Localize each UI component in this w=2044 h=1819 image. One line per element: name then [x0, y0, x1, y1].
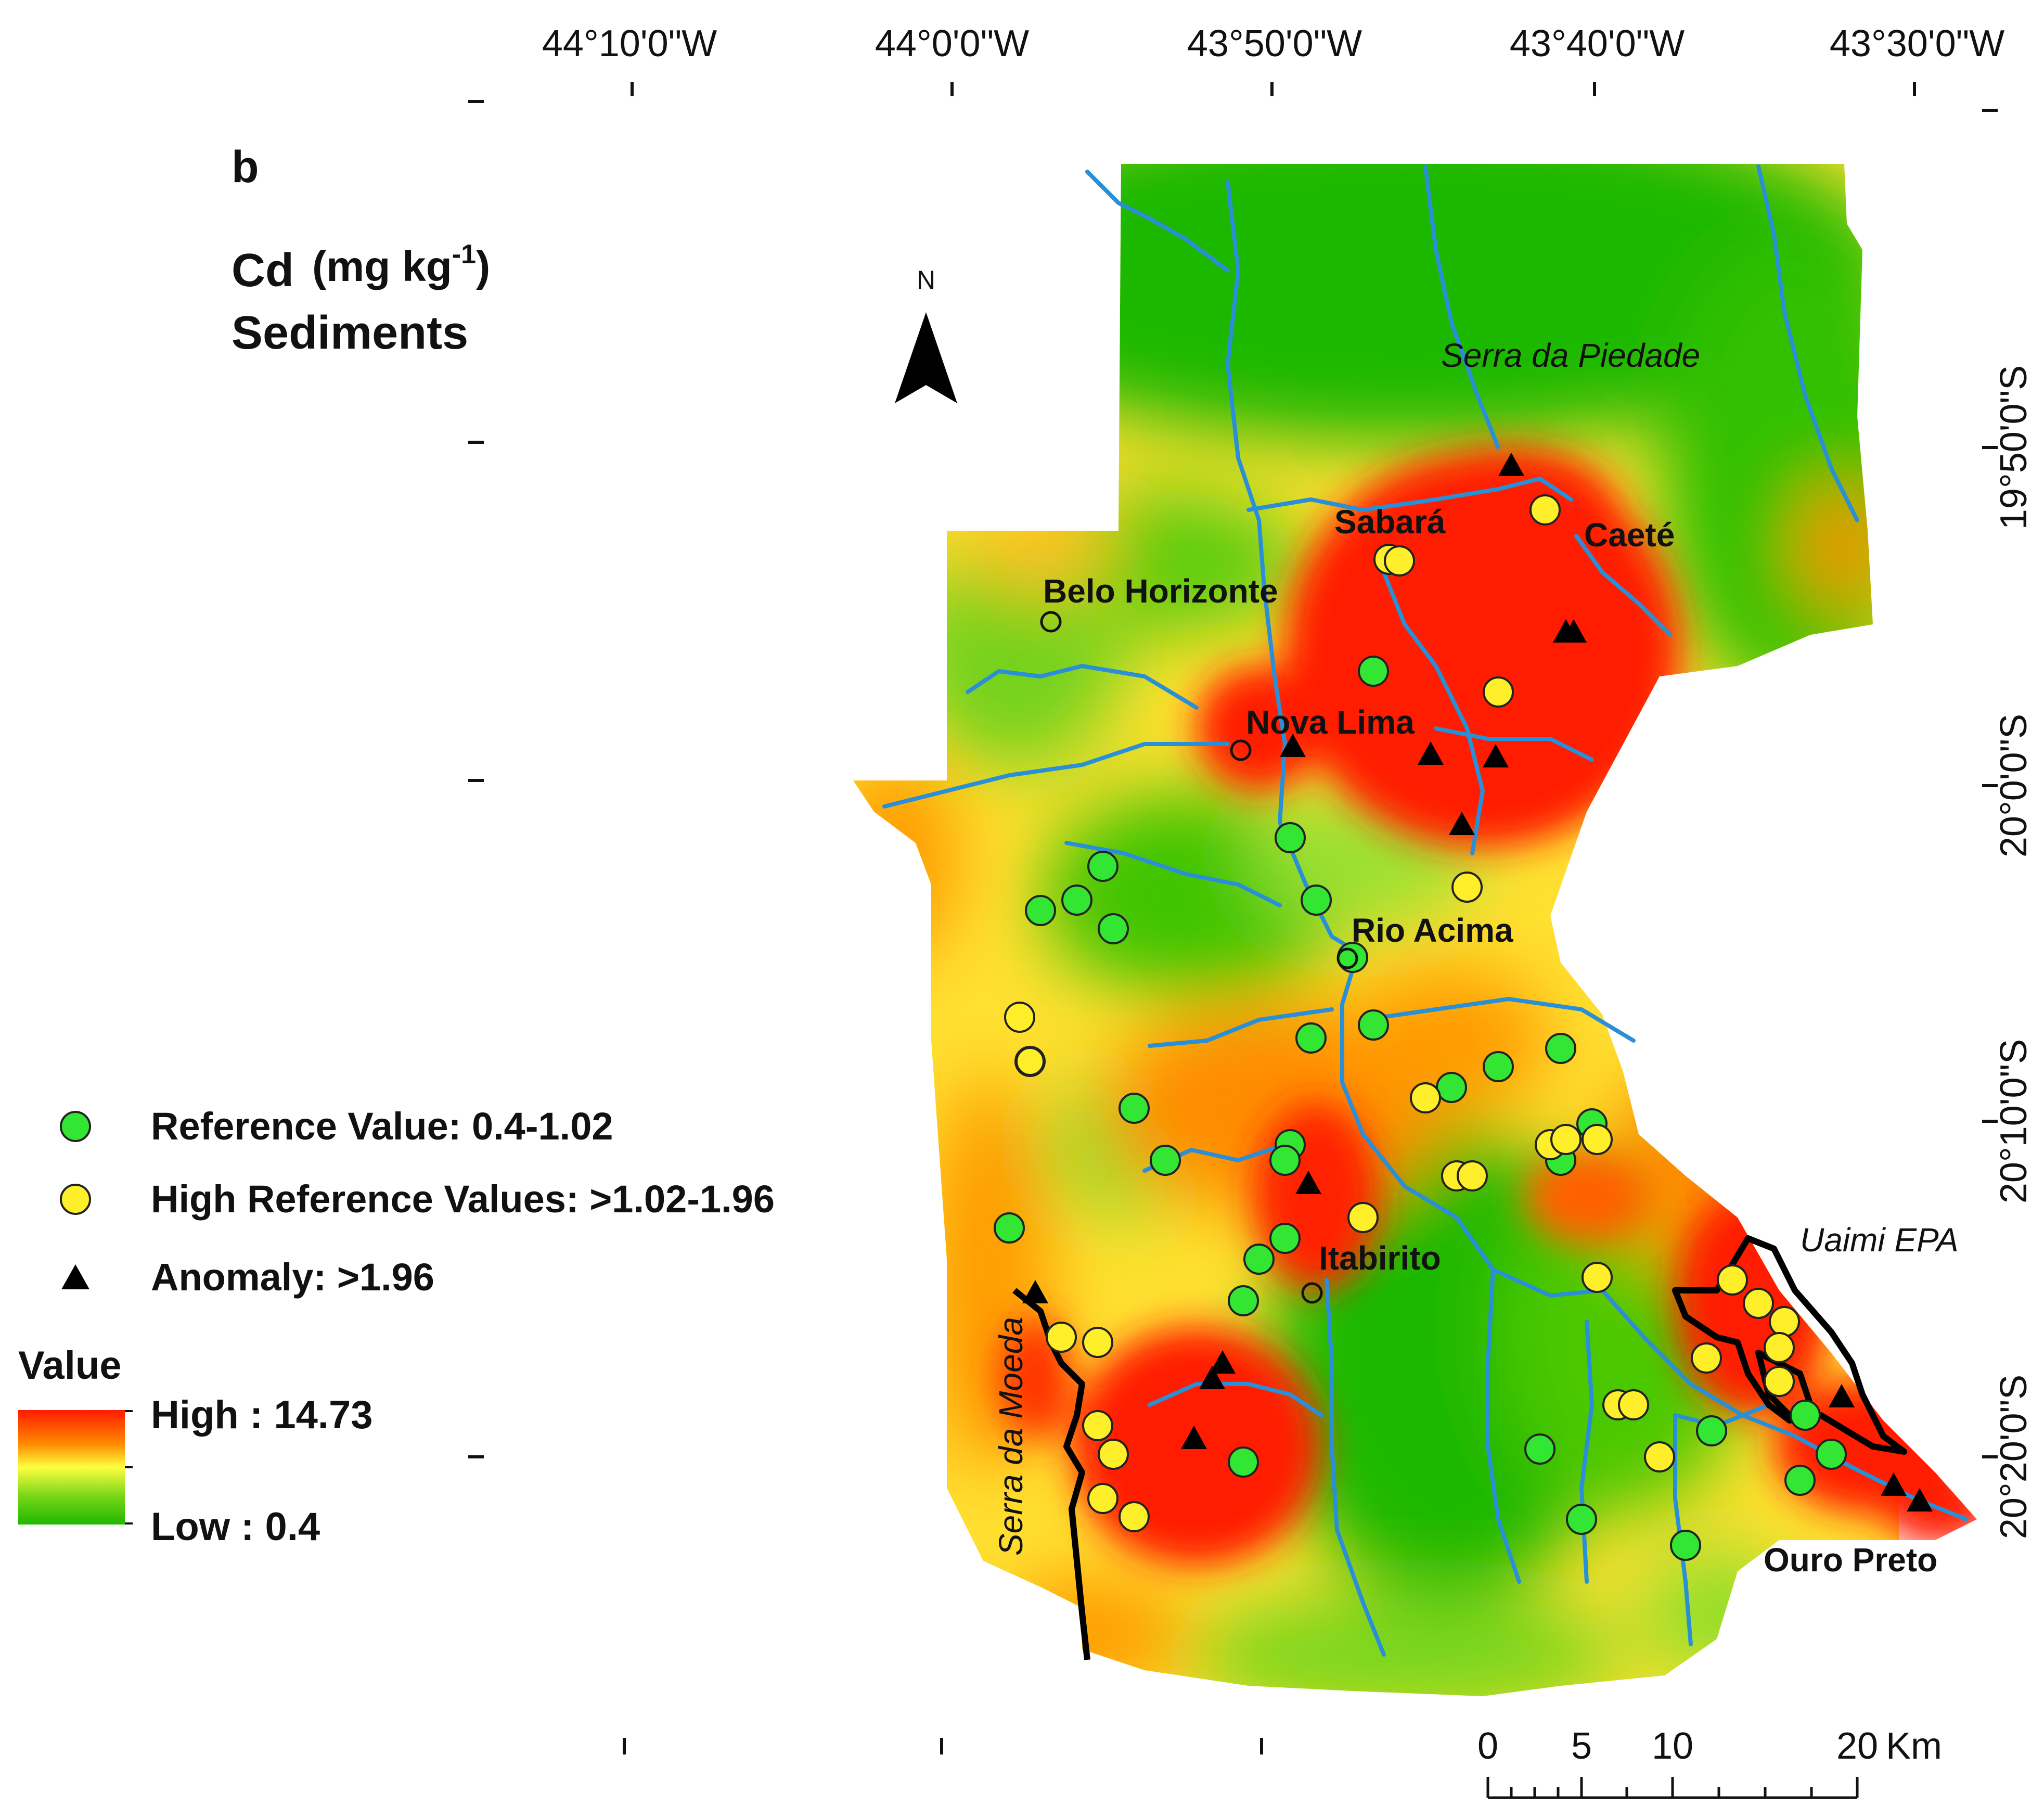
lon-label: 43°30'0"W — [1830, 23, 2004, 65]
scale-tick-label: 10 — [1652, 1725, 1693, 1767]
value-legend: Value High : 14.73 Low : 0.4 — [18, 1343, 373, 1549]
panel-label: b — [232, 142, 259, 192]
title-unit: (mg kg-1) — [312, 239, 490, 290]
rivers — [882, 164, 1969, 1657]
label-rio-acima: Rio Acima — [1352, 912, 1513, 949]
legend-high-reference-label: High Reference Values: >1.02-1.96 — [151, 1177, 775, 1221]
scale-tick-label: 20 — [1836, 1725, 1878, 1767]
lon-label: 44°0'0"W — [875, 23, 1029, 65]
label-serra-da-piedade: Serra da Piedade — [1441, 337, 1700, 374]
lat-label: 20°0'0"S — [1993, 714, 2035, 857]
title-element: Cd — [232, 245, 294, 297]
scale-tick-label: 0 — [1477, 1725, 1498, 1767]
legend-anomaly-symbol — [61, 1264, 89, 1289]
lon-label: 44°10'0"W — [542, 23, 717, 65]
label-uaimi-epa: Uaimi EPA — [1800, 1221, 1959, 1259]
north-arrow: N — [895, 265, 957, 403]
legend-high-reference-symbol — [60, 1184, 91, 1215]
value-high-label: High : 14.73 — [151, 1393, 373, 1437]
graticule-ticks — [468, 82, 1998, 1754]
lat-label: 20°10'0"S — [1993, 1039, 2035, 1203]
value-legend-title: Value — [18, 1343, 122, 1388]
title-sediments: Sediments — [232, 307, 468, 359]
label-serra-da-moeda: Serra da Moeda — [992, 1317, 1030, 1556]
point-legend: Reference Value: 0.4-1.02 High Reference… — [60, 1105, 775, 1299]
legend-anomaly-label: Anomaly: >1.96 — [151, 1256, 434, 1299]
longitude-labels: 44°10'0"W 44°0'0"W 43°50'0"W 43°40'0"W 4… — [542, 23, 2004, 65]
title-block: b Cd (mg kg-1) Sediments — [232, 142, 490, 359]
value-color-ramp — [18, 1410, 125, 1525]
legend-reference-label: Reference Value: 0.4-1.02 — [151, 1105, 613, 1148]
latitude-labels: 19°50'0"S 20°0'0"S 20°10'0"S 20°20'0"S — [1993, 365, 2035, 1539]
town-markers — [1040, 611, 1358, 1304]
scale-unit-label: Km — [1886, 1725, 1942, 1767]
label-nova-lima: Nova Lima — [1246, 703, 1415, 741]
legend-reference-symbol — [60, 1111, 91, 1142]
label-itabirito: Itabirito — [1319, 1239, 1441, 1277]
value-low-label: Low : 0.4 — [151, 1505, 320, 1549]
lat-label: 20°20'0"S — [1993, 1375, 2035, 1539]
scale-tick-label: 5 — [1571, 1725, 1592, 1767]
north-label: N — [917, 265, 935, 294]
label-belo-horizonte: Belo Horizonte — [1043, 572, 1278, 610]
label-caete: Caeté — [1584, 516, 1675, 554]
place-labels: Belo Horizonte Nova Lima Sabará Caeté Ri… — [992, 337, 1959, 1579]
lon-label: 43°40'0"W — [1510, 23, 1685, 65]
label-sabara: Sabará — [1334, 503, 1446, 541]
lat-label: 19°50'0"S — [1993, 365, 2035, 530]
label-ouro-preto: Ouro Preto — [1764, 1541, 1937, 1579]
high-reference-points — [1004, 494, 1800, 1532]
lon-label: 43°50'0"W — [1187, 23, 1362, 65]
scale-bar: 0 5 10 20 Km — [1477, 1725, 1942, 1799]
anomaly-points — [1022, 453, 1933, 1511]
